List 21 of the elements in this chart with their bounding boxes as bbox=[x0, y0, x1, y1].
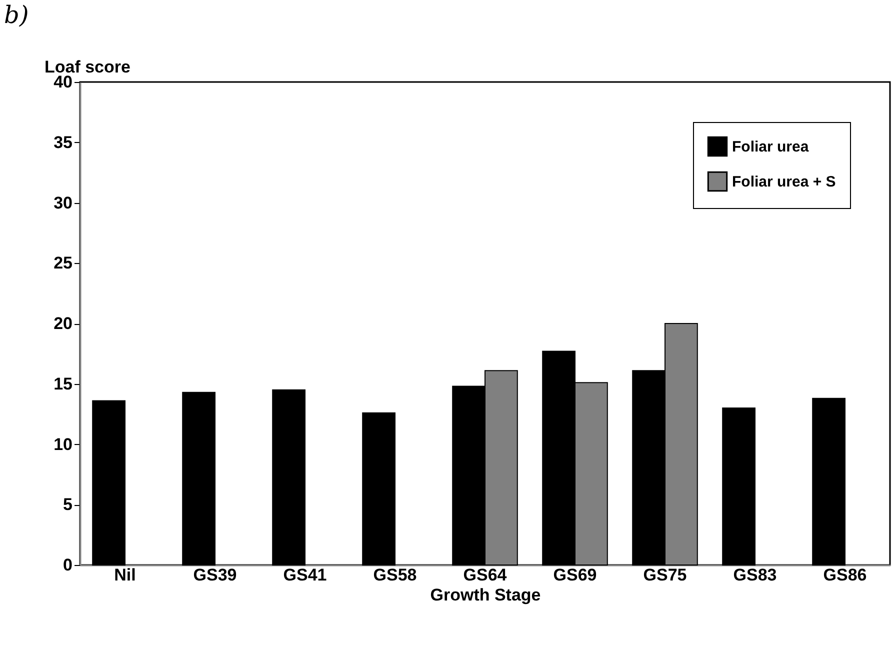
y-tick-label: 30 bbox=[54, 193, 72, 212]
x-axis-title: Growth Stage bbox=[430, 586, 541, 604]
y-tick-label: 20 bbox=[54, 314, 72, 333]
y-tick-label: 0 bbox=[63, 556, 72, 574]
x-tick-label: GS41 bbox=[283, 566, 327, 584]
x-tick-label: GS39 bbox=[193, 566, 237, 584]
y-tick-label: 35 bbox=[54, 132, 72, 152]
x-tick-label: GS69 bbox=[553, 566, 597, 584]
legend-label: Foliar urea bbox=[732, 138, 810, 156]
x-tick-label: GS64 bbox=[463, 566, 508, 584]
x-tick-label: GS83 bbox=[733, 566, 777, 584]
y-tick-label: 15 bbox=[54, 374, 72, 394]
x-tick-label: GS75 bbox=[643, 566, 687, 584]
x-tick-label: GS58 bbox=[373, 566, 417, 584]
y-tick-label: 5 bbox=[63, 495, 72, 514]
y-tick-label: 10 bbox=[54, 434, 72, 454]
legend-label: Foliar urea + S bbox=[732, 174, 836, 190]
x-tick-label: GS86 bbox=[823, 566, 867, 584]
x-tick-label: Nil bbox=[114, 566, 136, 584]
chart-title: b) bbox=[4, 1, 29, 29]
y-tick-label: 25 bbox=[54, 254, 72, 273]
